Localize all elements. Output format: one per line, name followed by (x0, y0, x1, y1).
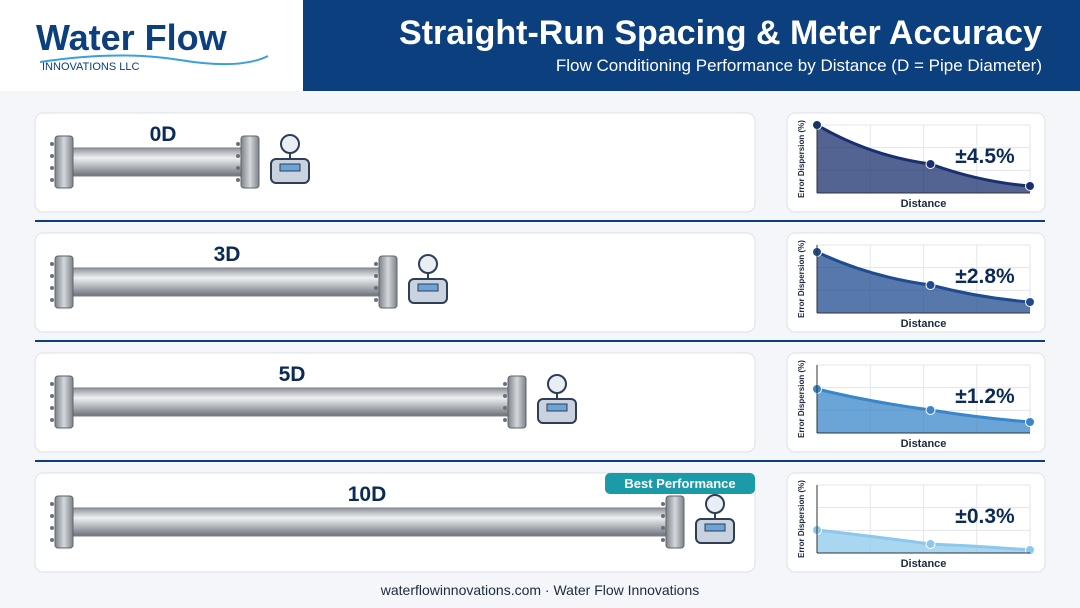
accuracy: ±0.3% (955, 505, 1015, 528)
bolt (50, 406, 54, 410)
bolt (50, 262, 54, 266)
bolt (661, 538, 665, 542)
flange (54, 255, 74, 309)
meter-display (546, 403, 568, 412)
trend-area (817, 389, 1030, 433)
bolt (661, 502, 665, 506)
y-axis-label: Error Dispersion (%) (797, 120, 806, 198)
flange (54, 135, 74, 189)
bolt (661, 514, 665, 518)
trend-area (817, 252, 1030, 313)
bolt (236, 142, 240, 146)
pipe (63, 507, 676, 537)
distance-label: 5D (279, 363, 306, 386)
bolt (50, 418, 54, 422)
bolt (50, 382, 54, 386)
meter-display (279, 163, 301, 172)
x-axis-label: Distance (901, 198, 947, 210)
meter-gauge (705, 494, 725, 514)
bolt (374, 262, 378, 266)
bolt (50, 538, 54, 542)
trend-point (925, 280, 936, 290)
meter-gauge (547, 374, 567, 394)
meter-display (704, 523, 726, 532)
subtitle: Flow Conditioning Performance by Distanc… (556, 56, 1042, 75)
pipe (63, 267, 389, 297)
y-axis-label: Error Dispersion (%) (797, 240, 806, 318)
logo-wave (39, 54, 269, 66)
trend-point (1025, 181, 1035, 191)
bolt (50, 142, 54, 146)
footer: waterflowinnovations.com · Water Flow In… (380, 582, 700, 598)
bolt (236, 166, 240, 170)
pipe (63, 147, 251, 177)
bolt (50, 502, 54, 506)
bolt (50, 178, 54, 182)
trend-point (1025, 545, 1035, 555)
logo-name: Water Flow (36, 17, 228, 58)
distance-label: 10D (348, 483, 387, 506)
trend-point (925, 539, 936, 549)
bolt (374, 286, 378, 290)
badge-text: Best Performance (624, 476, 735, 491)
bolt (503, 394, 507, 398)
bolt (50, 166, 54, 170)
accuracy: ±1.2% (955, 385, 1015, 408)
flange (54, 375, 74, 429)
bolt (50, 526, 54, 530)
bolt (50, 154, 54, 158)
flange (507, 375, 527, 429)
title: Straight-Run Spacing & Meter Accuracy (399, 14, 1042, 52)
bolt (503, 418, 507, 422)
trend-point (925, 405, 936, 415)
bolt (50, 274, 54, 278)
trend-point (1025, 417, 1035, 427)
bolt (236, 178, 240, 182)
bolt (661, 526, 665, 530)
trend-point (1025, 297, 1035, 307)
distance-label: 0D (150, 123, 177, 146)
accuracy: ±2.8% (955, 265, 1015, 288)
bolt (50, 514, 54, 518)
bolt (50, 394, 54, 398)
meter-gauge (418, 254, 438, 274)
bolt (50, 298, 54, 302)
flange (665, 495, 685, 549)
flange (54, 495, 74, 549)
meter-display (417, 283, 439, 292)
x-axis-label: Distance (901, 438, 947, 450)
logo-subtitle: INNOVATIONS LLC (42, 61, 139, 73)
bolt (50, 286, 54, 290)
trend-area (817, 125, 1030, 193)
bolt (374, 298, 378, 302)
bolt (503, 406, 507, 410)
y-axis-label: Error Dispersion (%) (797, 360, 806, 438)
flange (240, 135, 260, 189)
logo-area (0, 0, 303, 91)
trend-point (925, 159, 936, 169)
title-bar (303, 0, 1080, 91)
bolt (503, 382, 507, 386)
badge (605, 473, 755, 494)
distance-label: 3D (214, 243, 241, 266)
y-axis-label: Error Dispersion (%) (797, 480, 806, 558)
x-axis-label: Distance (901, 318, 947, 330)
pipe-card (34, 112, 756, 213)
meter-gauge (280, 134, 300, 154)
bolt (374, 274, 378, 278)
x-axis-label: Distance (901, 558, 947, 570)
accuracy: ±4.5% (955, 145, 1015, 168)
pipe (63, 387, 518, 417)
flange (378, 255, 398, 309)
bolt (236, 154, 240, 158)
